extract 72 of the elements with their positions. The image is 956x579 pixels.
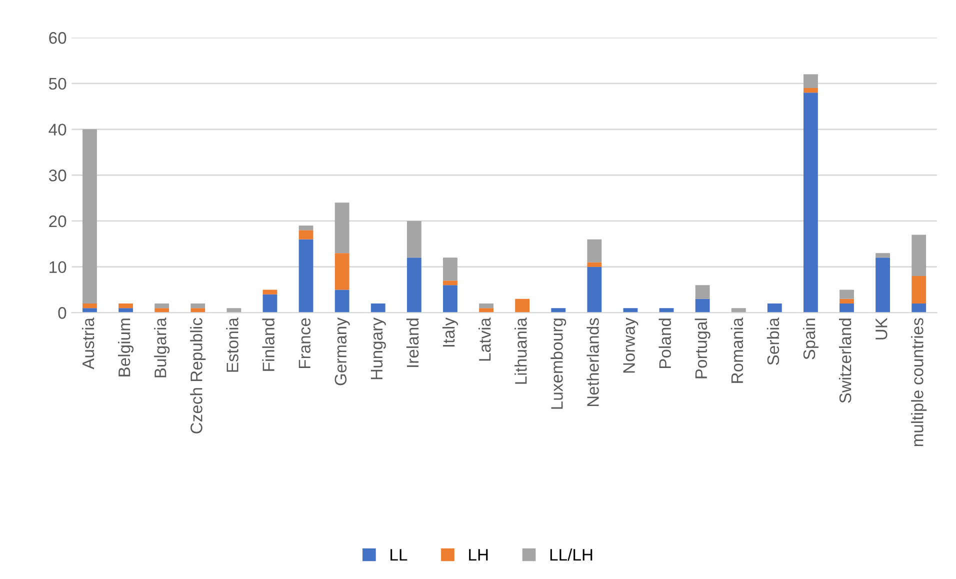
bar (406, 220, 422, 258)
bar (443, 258, 458, 281)
bar (262, 290, 278, 294)
x-tick-label: Romania (730, 318, 744, 383)
bar (804, 92, 818, 313)
x-tick-label: Austria (82, 318, 94, 370)
bar (298, 226, 314, 230)
x-tick-label: Hungary (370, 318, 386, 380)
legend-label: LH (469, 549, 488, 561)
bar (912, 303, 926, 313)
bar (587, 266, 602, 313)
bar (334, 290, 350, 313)
bar (876, 258, 890, 313)
x-tick-label: Portugal (694, 318, 710, 378)
bar (767, 303, 782, 313)
x-tick-label: Luxembourg (550, 318, 566, 409)
bar (334, 202, 350, 254)
y-tick-label: 50 (48, 78, 66, 90)
bar (298, 230, 314, 240)
bar (262, 294, 278, 313)
bar (298, 239, 314, 313)
bar (190, 303, 206, 308)
x-tick-label: Ireland (406, 318, 419, 367)
bar (443, 285, 458, 313)
bar (804, 88, 818, 93)
bar (82, 129, 97, 304)
bar (840, 298, 854, 304)
x-tick-label: Finland (262, 318, 274, 371)
bar (154, 303, 170, 308)
y-tick-label: 30 (48, 170, 66, 182)
x-tick-label: Spain (802, 318, 818, 360)
x-tick-label: Germany (334, 318, 350, 386)
x-tick-label: multiple countries (911, 318, 927, 446)
x-tick-label: France (298, 318, 310, 368)
bar (912, 276, 926, 304)
bar (82, 303, 97, 308)
x-tick-label: Belgium (118, 318, 134, 376)
bar (840, 290, 854, 299)
x-tick-label: Poland (658, 318, 671, 368)
x-tick-label: UK (876, 318, 888, 340)
bar (587, 262, 602, 267)
bar (912, 234, 926, 276)
bar (118, 303, 133, 308)
bar (587, 239, 602, 262)
bar (370, 303, 386, 313)
bar (804, 74, 818, 88)
bar (479, 303, 494, 308)
x-tick-label: Czech Republic (190, 318, 206, 434)
x-tick-label: Italy (442, 318, 458, 347)
x-tick-label: Serbia (766, 318, 780, 365)
legend-label: LL/LH (550, 548, 592, 561)
x-tick-label: Norway (623, 318, 638, 373)
y-tick-label: 0 (58, 307, 66, 319)
bar (695, 298, 710, 313)
x-tick-label: Switzerland (838, 318, 852, 403)
y-tick-label: 10 (50, 261, 66, 274)
x-tick-label: Netherlands (586, 318, 599, 406)
x-tick-label: Lithuania (514, 318, 527, 384)
x-tick-label: Latvia (478, 318, 491, 361)
y-tick-label: 40 (48, 124, 66, 136)
bar (406, 258, 422, 313)
bar (840, 303, 854, 313)
x-tick-label: Estonia (226, 318, 238, 372)
x-tick-label: Bulgaria (154, 318, 170, 378)
bar (443, 280, 458, 286)
bar (876, 253, 890, 258)
bar (334, 253, 350, 290)
legend-label: LL (390, 549, 408, 561)
y-tick-label: 60 (49, 32, 66, 44)
bar (695, 285, 710, 299)
y-tick-label: 20 (49, 215, 66, 228)
bar (515, 298, 530, 313)
